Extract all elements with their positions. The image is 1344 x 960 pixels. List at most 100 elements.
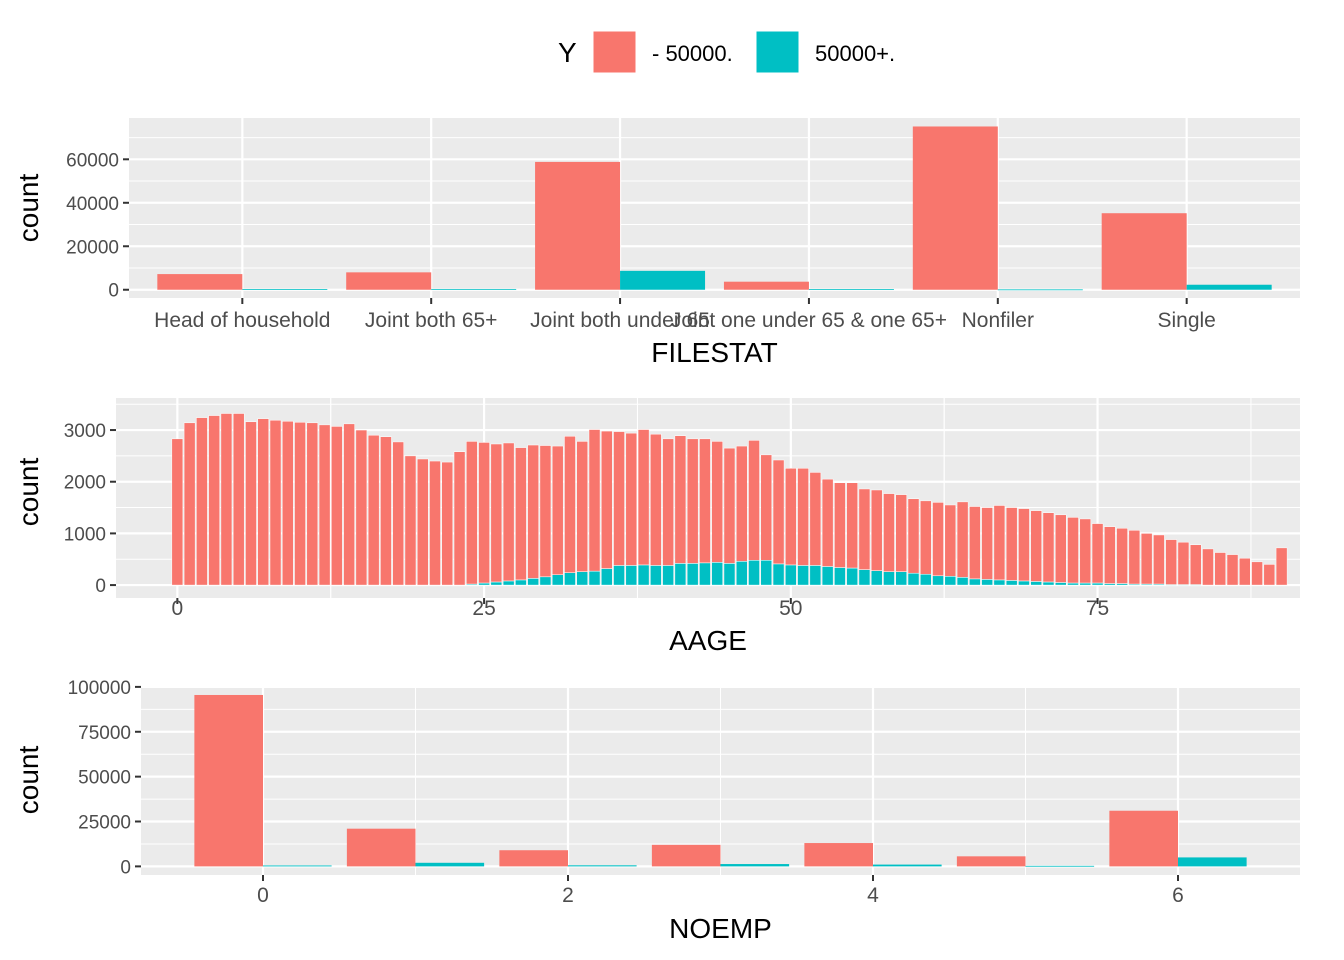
- bar-below-50000: [651, 844, 721, 867]
- bar-below-50000: [920, 500, 932, 575]
- bar-above-50000: [720, 864, 790, 867]
- x-tick-label: 75: [1086, 597, 1109, 620]
- bar-below-50000: [834, 482, 846, 568]
- bar-below-50000: [809, 472, 822, 566]
- bar-below-50000: [1091, 523, 1104, 584]
- panel-filestat: 0 20000 40000 60000 Head of household Joint b…: [13, 118, 1300, 368]
- legend-label-below-50000: - 50000.: [652, 41, 733, 66]
- bar-below-50000: [576, 441, 589, 572]
- bar-below-50000: [331, 426, 343, 586]
- bar-below-50000: [196, 417, 208, 586]
- bar-above-50000: [478, 582, 490, 586]
- bar-above-50000: [686, 563, 699, 586]
- legend: Y - 50000. 50000+.: [558, 30, 895, 74]
- bar-above-50000: [873, 864, 942, 867]
- bar-below-50000: [723, 281, 809, 290]
- bar-below-50000: [194, 694, 263, 867]
- x-tick-label: 6: [1172, 884, 1184, 907]
- y-tick-label: 0: [120, 857, 131, 878]
- x-tick-label: Joint one under 65 & one 65+: [671, 309, 947, 332]
- bar-below-50000: [1067, 517, 1079, 584]
- bar-below-50000: [613, 431, 625, 566]
- x-tick-label: 4: [867, 884, 879, 907]
- x-tick-label: Joint both under 65: [530, 309, 710, 332]
- bar-below-50000: [429, 460, 441, 586]
- bar-below-50000: [490, 443, 503, 583]
- bar-below-50000: [912, 126, 998, 290]
- bar-below-50000: [723, 447, 736, 564]
- bar-above-50000: [809, 565, 822, 586]
- x-tick-label: Head of household: [154, 309, 330, 332]
- bar-below-50000: [220, 413, 233, 586]
- y-tick-label: 50000: [78, 768, 131, 789]
- bar-below-50000: [453, 451, 466, 586]
- bar-above-50000: [564, 572, 576, 586]
- y-tick-label: 1000: [64, 524, 106, 545]
- bar-below-50000: [797, 468, 809, 566]
- bar-below-50000: [748, 440, 760, 561]
- bar-above-50000: [415, 862, 485, 867]
- bar-below-50000: [380, 436, 392, 586]
- bar-below-50000: [269, 419, 282, 586]
- bar-above-50000: [568, 865, 637, 867]
- bar-above-50000: [674, 563, 687, 586]
- bar-below-50000: [499, 850, 568, 867]
- bar-below-50000: [416, 458, 429, 586]
- bar-below-50000: [883, 493, 895, 572]
- bar-above-50000: [637, 564, 650, 586]
- bar-below-50000: [821, 478, 834, 567]
- bar-below-50000: [1140, 533, 1153, 585]
- bar-below-50000: [870, 489, 883, 571]
- legend-label-above-50000: 50000+.: [815, 41, 895, 66]
- y-tick-label: 0: [108, 281, 119, 302]
- bar-below-50000: [564, 435, 576, 573]
- bar-above-50000: [711, 562, 723, 586]
- bar-below-50000: [1263, 564, 1276, 586]
- bar-below-50000: [183, 422, 196, 586]
- bar-below-50000: [404, 455, 417, 586]
- bar-below-50000: [441, 461, 454, 586]
- y-tick-label: 60000: [66, 150, 119, 171]
- bar-above-50000: [1067, 582, 1079, 586]
- bar-below-50000: [1054, 514, 1067, 583]
- bar-below-50000: [1128, 530, 1141, 585]
- y-axis-title: count: [13, 458, 44, 527]
- y-tick-label: 25000: [78, 813, 131, 834]
- bar-below-50000: [1005, 507, 1018, 581]
- bar-above-50000: [1025, 865, 1095, 867]
- bar-above-50000: [981, 579, 993, 586]
- bar-below-50000: [686, 438, 699, 564]
- bar-above-50000: [263, 865, 332, 867]
- bar-below-50000: [785, 468, 797, 566]
- bar-below-50000: [318, 424, 331, 586]
- bar-below-50000: [969, 506, 981, 580]
- bar-above-50000: [834, 567, 846, 586]
- bar-below-50000: [208, 415, 220, 586]
- bar-above-50000: [1178, 857, 1247, 867]
- x-tick-label: 0: [257, 884, 269, 907]
- bar-above-50000: [920, 573, 932, 586]
- bar-above-50000: [613, 565, 625, 586]
- bar-above-50000: [515, 579, 527, 586]
- bar-above-50000: [1091, 582, 1104, 586]
- bar-above-50000: [502, 580, 515, 586]
- y-tick-label: 100000: [68, 678, 131, 699]
- x-axis-title: AAGE: [669, 625, 747, 656]
- bar-below-50000: [1226, 554, 1239, 586]
- bar-below-50000: [466, 441, 478, 585]
- y-axis-title: count: [13, 746, 44, 815]
- bar-below-50000: [539, 445, 552, 578]
- bar-below-50000: [735, 445, 748, 562]
- bar-below-50000: [157, 274, 243, 290]
- bar-below-50000: [367, 434, 380, 586]
- bar-below-50000: [346, 272, 432, 290]
- bar-above-50000: [895, 571, 908, 586]
- bar-below-50000: [306, 422, 319, 586]
- x-axis-title: NOEMP: [669, 913, 772, 944]
- bar-below-50000: [551, 445, 564, 575]
- bar-below-50000: [392, 441, 404, 586]
- bar-below-50000: [625, 432, 638, 566]
- bar-below-50000: [944, 504, 957, 577]
- bar-below-50000: [858, 488, 871, 570]
